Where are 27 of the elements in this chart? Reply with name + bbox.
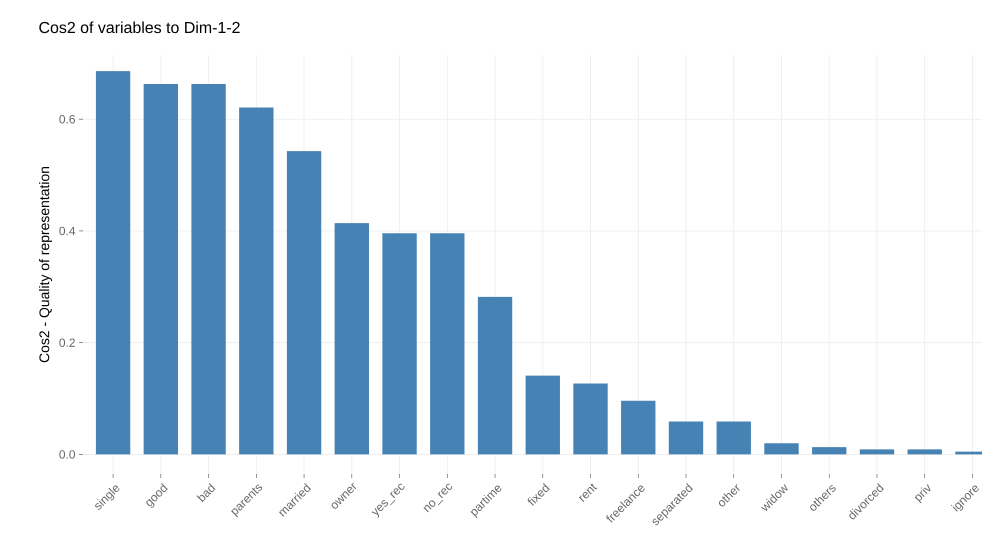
- y-tick-label: 0.4: [59, 226, 76, 236]
- bar: [812, 447, 846, 454]
- y-axis-title: Cos2 - Quality of representation: [39, 166, 52, 362]
- bar: [908, 449, 942, 454]
- x-tick-label: bad: [196, 483, 216, 502]
- bar: [764, 443, 799, 454]
- bar: [191, 84, 226, 454]
- bar: [144, 84, 178, 454]
- bar: [526, 376, 560, 454]
- x-tick-label: rent: [578, 483, 598, 502]
- chart-title: Cos2 of variables to Dim-1-2: [39, 21, 240, 34]
- bar: [286, 151, 322, 454]
- bar: [573, 383, 608, 454]
- y-tick-label: 0.2: [59, 338, 75, 347]
- bar: [96, 71, 130, 454]
- x-tick-label: priv: [914, 484, 931, 504]
- bar: [478, 296, 512, 454]
- bar: [860, 449, 894, 454]
- bar: [382, 233, 417, 454]
- bar: [716, 421, 751, 454]
- bar: [668, 421, 704, 454]
- bar: [334, 223, 369, 454]
- y-tick-label: 0.0: [59, 450, 76, 459]
- y-tick-label: 0.6: [59, 115, 75, 124]
- bar: [239, 108, 274, 454]
- bar: [621, 400, 656, 454]
- bar: [430, 233, 464, 454]
